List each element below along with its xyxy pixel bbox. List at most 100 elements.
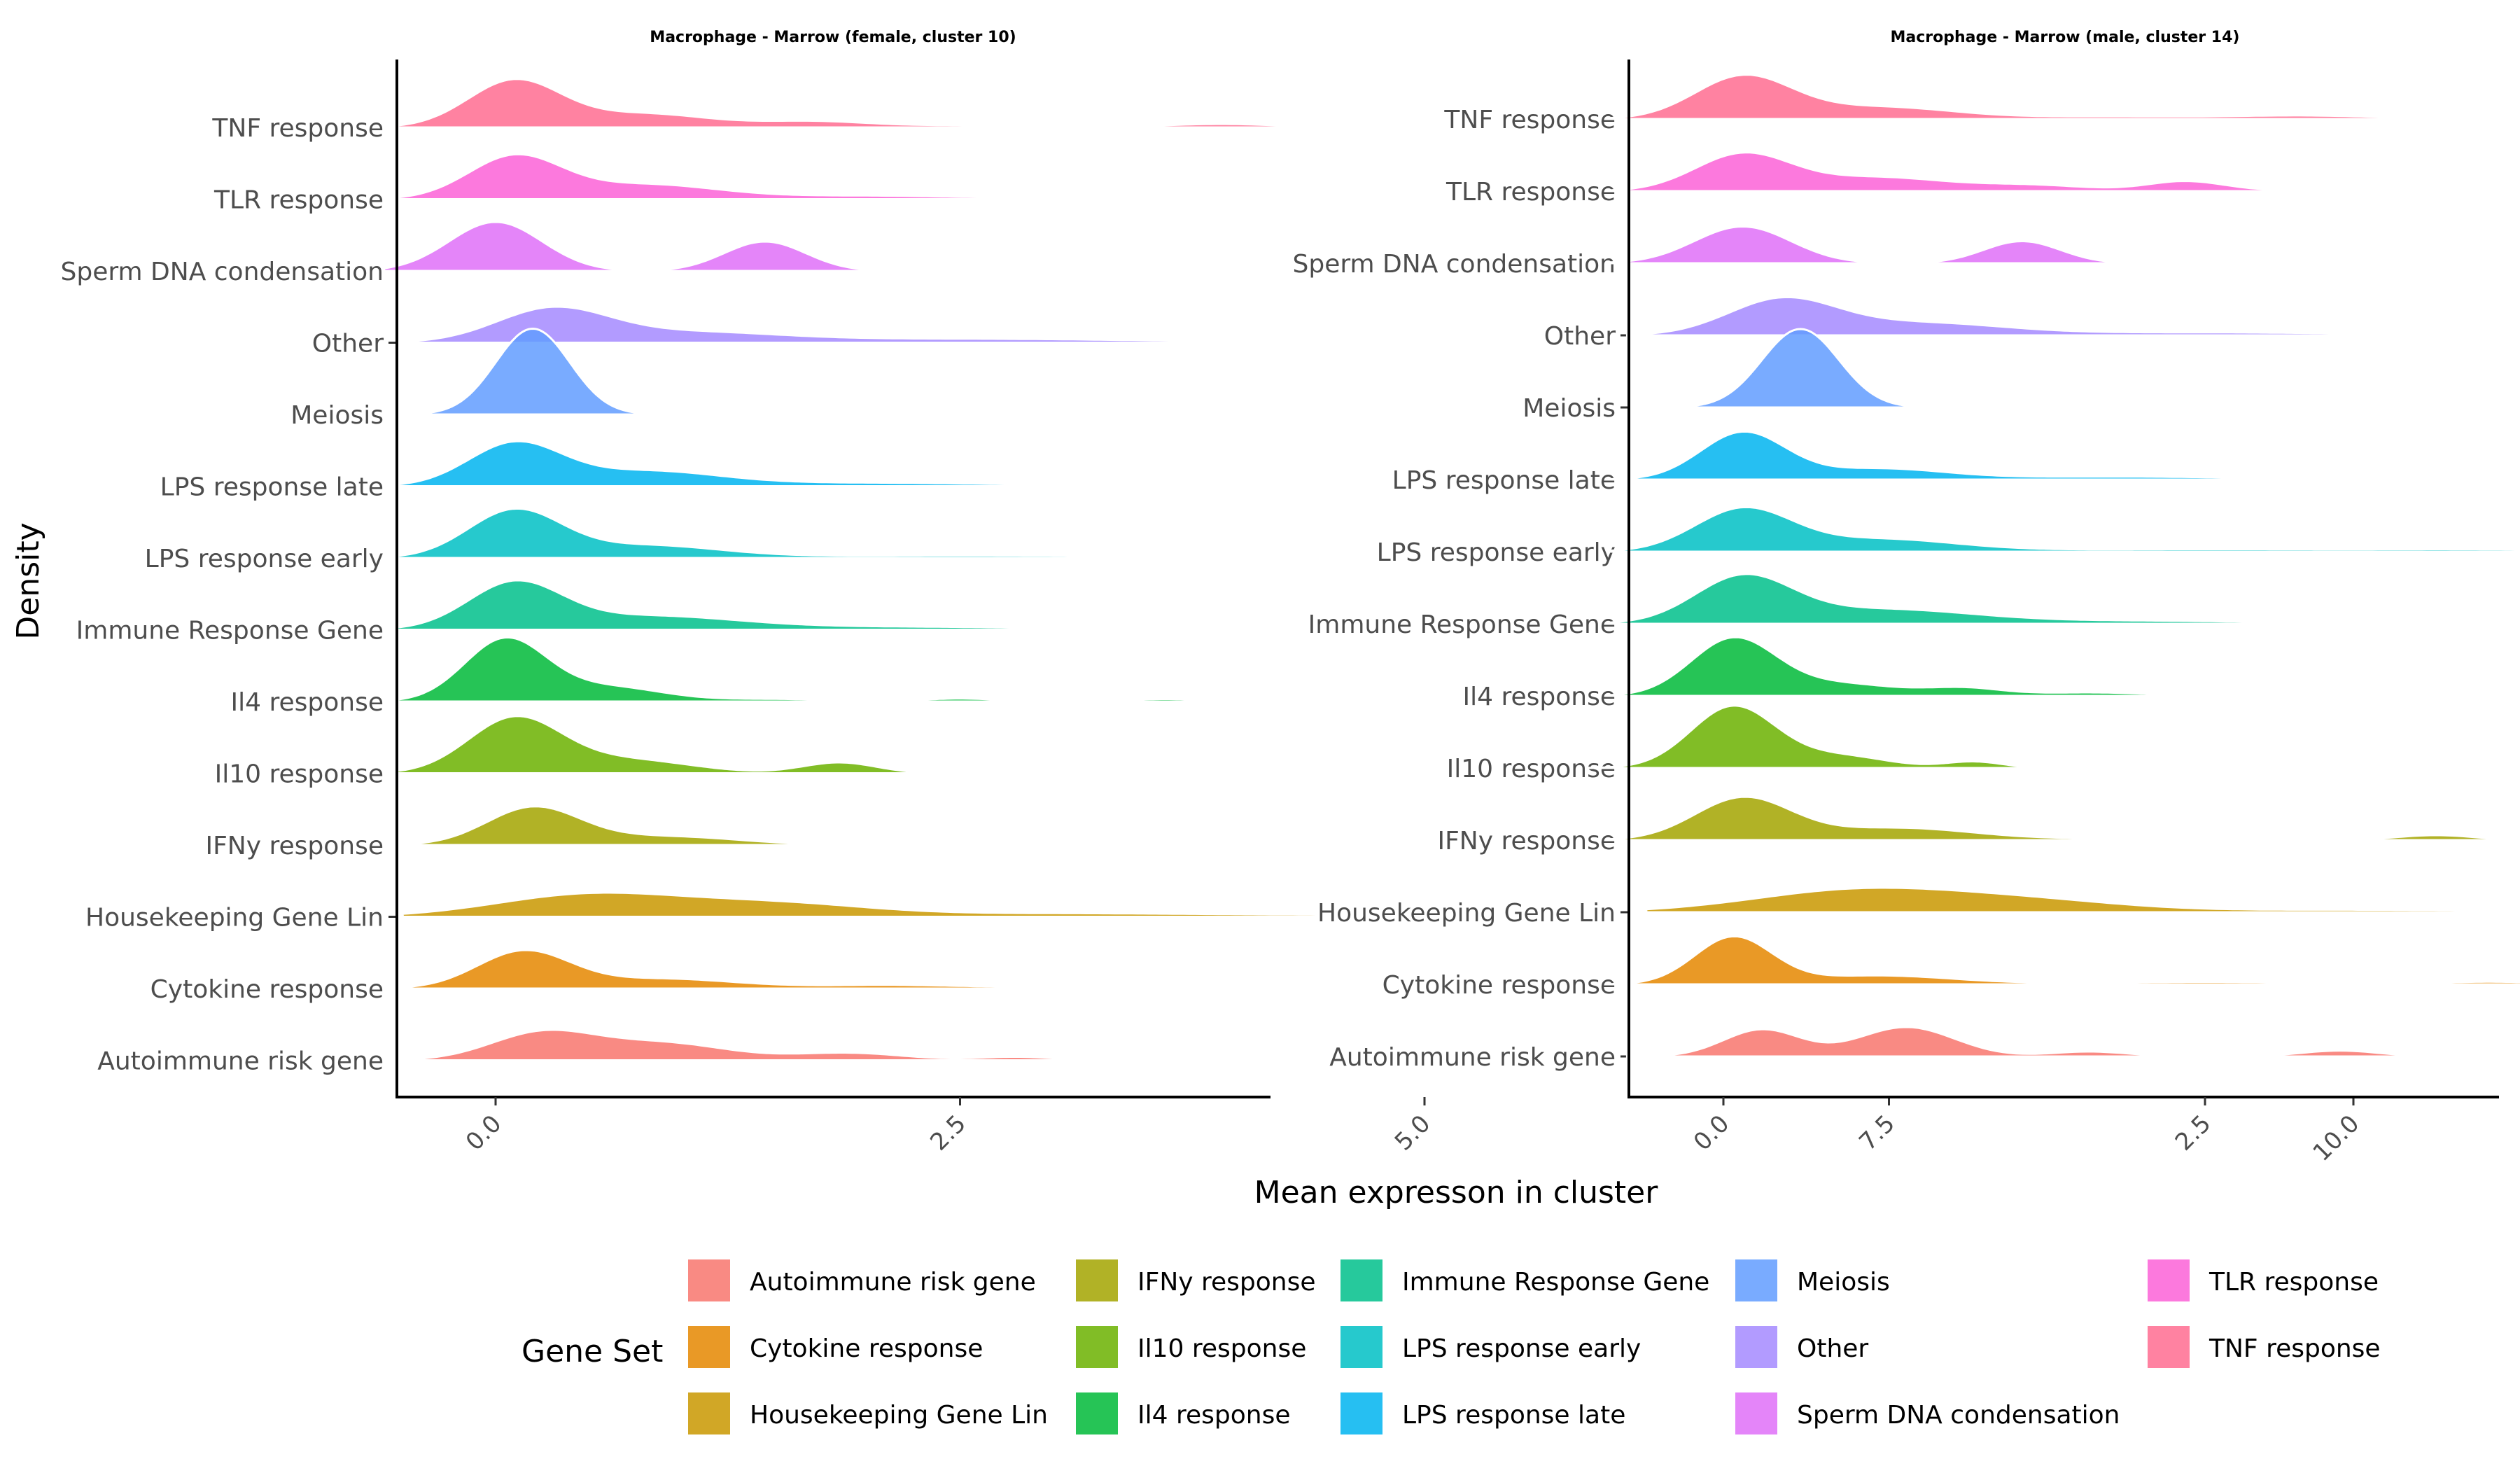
y-tick-label: LPS response late [160, 473, 384, 502]
ridge-meiosis [1664, 328, 1937, 409]
y-tick-label: TLR response [1446, 178, 1616, 207]
ridge-lps-response-early [383, 507, 1519, 559]
legend-item-cytokine-response: Cytokine response [688, 1326, 983, 1368]
legend: Gene Set Autoimmune risk gene Cytokine re… [522, 1259, 2381, 1434]
legend-label: Autoimmune risk gene [750, 1268, 1036, 1297]
legend-swatch [1340, 1326, 1382, 1368]
y-axis-label: Density [10, 522, 46, 639]
legend-swatch [1735, 1392, 1777, 1434]
ridge-il10-response [383, 715, 961, 774]
y-tick-label: TNF response [211, 114, 384, 143]
y-tick-label: IFNy response [1437, 827, 1616, 856]
panel-1: Macrophage - Marrow (female, cluster 10)… [61, 29, 2365, 1167]
legend-swatch [1340, 1259, 1382, 1301]
legend-item-sperm-dna-condensation: Sperm DNA condensation [1735, 1392, 2120, 1434]
y-tick-label: Other [312, 330, 384, 358]
ridge-sperm-dna-condensation [1606, 225, 2129, 265]
legend-swatch [1076, 1326, 1118, 1368]
ridge-lps-response-late [1606, 430, 2520, 481]
y-tick-label: Housekeeping Gene Lin [1317, 899, 1616, 928]
legend-swatch [1735, 1326, 1777, 1368]
y-tick-label: Sperm DNA condensation [1293, 250, 1616, 279]
y-tick-label: Il10 response [215, 760, 384, 789]
y-tick-label: TLR response [214, 186, 384, 215]
legend-swatch [688, 1259, 730, 1301]
ridge-ifny-response [1606, 795, 2520, 842]
legend-label: Other [1797, 1334, 1868, 1363]
legend-label: Il4 response [1138, 1401, 1290, 1430]
legend-label: LPS response late [1402, 1401, 1625, 1430]
ridge-cytokine-response [383, 949, 1387, 990]
ridge-immune-response-gene [383, 579, 1295, 631]
y-tick-label: LPS response early [1377, 538, 1616, 567]
x-axis-label: Mean expresson in cluster [1254, 1175, 1659, 1210]
x-tick-label: 5.0 [1390, 1110, 1436, 1157]
legend-item-lps-response-late: LPS response late [1340, 1392, 1625, 1434]
ridge-meiosis [384, 327, 682, 416]
panels-layer: Macrophage - Marrow (female, cluster 10)… [61, 29, 2520, 1167]
panel-title: Macrophage - Marrow (female, cluster 10) [650, 29, 1016, 46]
y-tick-label: Autoimmune risk gene [1329, 1043, 1616, 1072]
ridge-housekeeping-gene-lin [1645, 886, 2520, 914]
x-tick-label: 0.0 [461, 1110, 507, 1157]
legend-swatch [1735, 1259, 1777, 1301]
x-tick-label: 2.5 [925, 1110, 972, 1157]
ridge-other [1625, 295, 2520, 337]
legend-item-lps-response-early: LPS response early [1340, 1326, 1641, 1368]
legend-item-ifny-response: IFNy response [1076, 1259, 1316, 1301]
legend-label: Cytokine response [750, 1334, 983, 1363]
legend-label: Sperm DNA condensation [1797, 1401, 2120, 1430]
ridge-il4-response [1606, 636, 2264, 697]
ridge-tlr-response [1606, 151, 2520, 193]
ridge-il4-response [383, 636, 1240, 703]
x-tick-label: 10.0 [2308, 1110, 2365, 1167]
y-tick-label: Meiosis [1522, 394, 1616, 423]
legend-label: Immune Response Gene [1402, 1268, 1709, 1297]
y-tick-label: Meiosis [290, 401, 384, 430]
legend-label: TNF response [2208, 1334, 2381, 1363]
y-tick-label: Sperm DNA condensation [61, 258, 384, 286]
legend-label: IFNy response [1138, 1268, 1316, 1297]
legend-item-tlr-response: TLR response [2148, 1259, 2379, 1301]
legend-item-immune-response-gene: Immune Response Gene [1340, 1259, 1709, 1301]
ridge-housekeeping-gene-lin [401, 891, 1667, 918]
y-tick-label: TNF response [1443, 106, 1616, 134]
x-tick-label: 0.0 [1688, 1110, 1735, 1157]
legend-label: Housekeeping Gene Lin [750, 1401, 1048, 1430]
x-tick-label: 7.5 [1854, 1110, 1900, 1157]
ridge-lps-response-late [383, 440, 1389, 487]
ridge-other [401, 305, 1574, 344]
y-tick-label: LPS response late [1392, 466, 1616, 495]
y-tick-label: Il4 response [1463, 683, 1616, 711]
ridge-cytokine-response [1606, 935, 2520, 986]
legend-swatch [1076, 1392, 1118, 1434]
legend-swatch [688, 1392, 730, 1434]
legend-item-other: Other [1735, 1326, 1868, 1368]
y-tick-label: Immune Response Gene [76, 617, 384, 645]
legend-swatch [2148, 1259, 2190, 1301]
legend-item-il4-response: Il4 response [1076, 1392, 1290, 1434]
legend-item-housekeeping-gene-lin: Housekeeping Gene Lin [688, 1392, 1048, 1434]
legend-item-il10-response: Il10 response [1076, 1326, 1306, 1368]
ridge-il10-response [1587, 704, 2052, 769]
legend-item-tnf-response: TNF response [2148, 1326, 2381, 1368]
y-tick-label: Immune Response Gene [1308, 610, 1616, 639]
panel-2: Macrophage - Marrow (male, cluster 14) TN… [1293, 29, 2520, 1157]
legend-item-autoimmune-risk-gene: Autoimmune risk gene [688, 1259, 1036, 1301]
ridge-lps-response-early [1606, 505, 2520, 553]
ridge-sperm-dna-condensation [383, 221, 887, 272]
x-tick-label: 2.5 [2170, 1110, 2217, 1157]
ridge-tnf-response [1606, 74, 2520, 120]
ridge-immune-response-gene [1606, 573, 2476, 625]
y-tick-label: LPS response early [145, 545, 384, 573]
legend-swatch [2148, 1326, 2190, 1368]
y-tick-label: Cytokine response [1382, 971, 1616, 1000]
y-tick-label: Il4 response [231, 688, 384, 717]
legend-label: Il10 response [1138, 1334, 1306, 1363]
ridge-tnf-response [383, 78, 1480, 129]
panel-title: Macrophage - Marrow (male, cluster 14) [1891, 29, 2240, 46]
y-tick-label: IFNy response [205, 832, 384, 860]
y-tick-label: Housekeeping Gene Lin [85, 904, 384, 933]
legend-swatch [1340, 1392, 1382, 1434]
